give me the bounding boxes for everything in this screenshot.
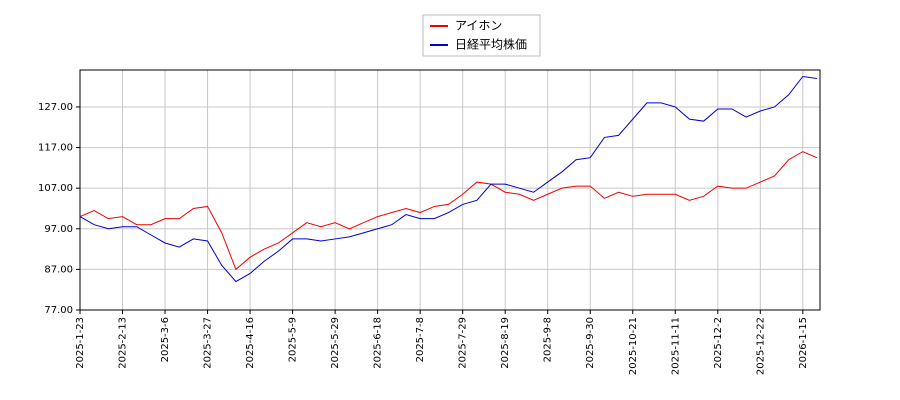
plot-frame [79, 69, 821, 311]
x-tick-label: 2025-9-8 [543, 317, 554, 362]
x-tick-label: 2025-7-29 [458, 317, 469, 369]
legend-label: アイホン [455, 19, 502, 33]
x-tick-label: 2025-9-30 [585, 317, 596, 369]
x-tick-label: 2026-1-15 [798, 317, 809, 369]
y-tick-label: 87.00 [44, 264, 73, 275]
x-tick-label: 2025-7-8 [415, 317, 426, 362]
y-tick-label: 107.00 [38, 183, 73, 194]
legend-label: 日経平均株価 [455, 37, 527, 52]
x-tick-label: 2025-8-19 [500, 317, 511, 369]
series-line [79, 75, 818, 283]
x-tick-label: 2025-5-29 [330, 317, 341, 369]
x-tick-label: 2025-6-18 [373, 317, 384, 369]
x-tick-label: 2025-5-9 [288, 317, 299, 362]
x-tick-label: 2025-11-11 [670, 317, 681, 375]
y-tick-label: 117.00 [38, 143, 73, 154]
x-tick-label: 2025-10-21 [628, 317, 639, 375]
series-line [79, 151, 818, 271]
x-tick-label: 2025-4-16 [245, 317, 256, 369]
x-tick-label: 2025-3-6 [160, 317, 171, 362]
y-tick-label: 127.00 [38, 102, 73, 113]
x-tick-label: 2025-12-2 [713, 317, 724, 369]
x-tick-label: 2025-3-27 [203, 317, 214, 369]
legend-box [422, 14, 541, 57]
y-tick-label: 77.00 [44, 305, 73, 316]
x-tick-label: 2025-12-22 [755, 317, 766, 375]
x-tick-label: 2025-2-13 [118, 317, 129, 369]
x-tick-label: 2025-1-23 [75, 317, 86, 369]
y-tick-label: 97.00 [44, 224, 73, 235]
